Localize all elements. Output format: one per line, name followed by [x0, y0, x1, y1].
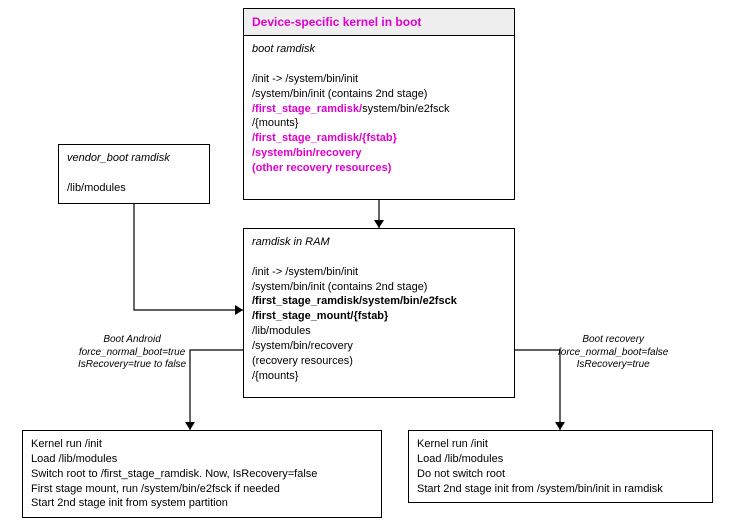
arrow-head-2	[185, 422, 195, 430]
android-step-2: Switch root to /first_stage_ramdisk. Now…	[31, 467, 373, 482]
android-step-3: First stage mount, run /system/bin/e2fsc…	[31, 482, 373, 497]
ram-line-2: /first_stage_ramdisk/system/bin/e2fsck	[252, 294, 506, 309]
ram-line-3: /first_stage_mount/{fstab}	[252, 309, 506, 324]
ram-line-6: (recovery resources)	[252, 354, 506, 369]
vendor-boot-box: vendor_boot ramdisk /lib/modules	[58, 144, 210, 204]
kernel-header: Device-specific kernel in boot	[244, 9, 514, 36]
recovery-steps-box: Kernel run /initLoad /lib/modulesDo not …	[408, 430, 713, 503]
ram-line-7: /{mounts}	[252, 369, 506, 384]
recovery-step-2: Do not switch root	[417, 467, 704, 482]
vendor-boot-title: vendor_boot ramdisk	[67, 151, 201, 166]
boot-ramdisk-line-1: /system/bin/init (contains 2nd stage)	[252, 87, 506, 102]
boot-ramdisk-line2-3: (other recovery resources)	[252, 161, 506, 176]
boot-ramdisk-line2-0: /{mounts}	[252, 116, 506, 131]
ram-line-4: /lib/modules	[252, 324, 506, 339]
boot-ramdisk-line2-2: /system/bin/recovery	[252, 146, 506, 161]
arrow-path-3	[515, 350, 560, 430]
android-step-0: Kernel run /init	[31, 437, 373, 452]
ram-box: ramdisk in RAM /init -> /system/bin/init…	[243, 228, 515, 398]
arrow-head-1	[374, 220, 384, 228]
boot-ramdisk-title: boot ramdisk	[252, 42, 506, 57]
recovery-step-1: Load /lib/modules	[417, 452, 704, 467]
boot-ramdisk-line2-1: /first_stage_ramdisk/{fstab}	[252, 131, 506, 146]
boot-recovery-label: Boot recovery force_normal_boot=false Is…	[558, 334, 668, 372]
recovery-step-0: Kernel run /init	[417, 437, 704, 452]
android-steps-box: Kernel run /initLoad /lib/modulesSwitch …	[22, 430, 382, 518]
ram-line-0: /init -> /system/bin/init	[252, 265, 506, 280]
arrow-head-0	[235, 305, 243, 315]
android-step-4: Start 2nd stage init from system partiti…	[31, 496, 373, 511]
boot-ramdisk-line-0: /init -> /system/bin/init	[252, 72, 506, 87]
boot-ramdisk-box: Device-specific kernel in boot boot ramd…	[243, 8, 515, 200]
arrow-path-2	[190, 350, 243, 430]
arrow-path-0	[134, 204, 243, 310]
boot-ramdisk-line-fsr: /first_stage_ramdisk/system/bin/e2fsck	[252, 102, 506, 117]
ram-line-5: /system/bin/recovery	[252, 339, 506, 354]
recovery-step-3: Start 2nd stage init from /system/bin/in…	[417, 482, 704, 497]
vendor-boot-line: /lib/modules	[67, 181, 201, 196]
android-step-1: Load /lib/modules	[31, 452, 373, 467]
arrow-head-3	[555, 422, 565, 430]
ram-title: ramdisk in RAM	[252, 235, 506, 250]
diagram-root: Device-specific kernel in boot boot ramd…	[0, 0, 739, 522]
boot-android-label: Boot Android force_normal_boot=true IsRe…	[78, 334, 186, 372]
ram-line-1: /system/bin/init (contains 2nd stage)	[252, 280, 506, 295]
